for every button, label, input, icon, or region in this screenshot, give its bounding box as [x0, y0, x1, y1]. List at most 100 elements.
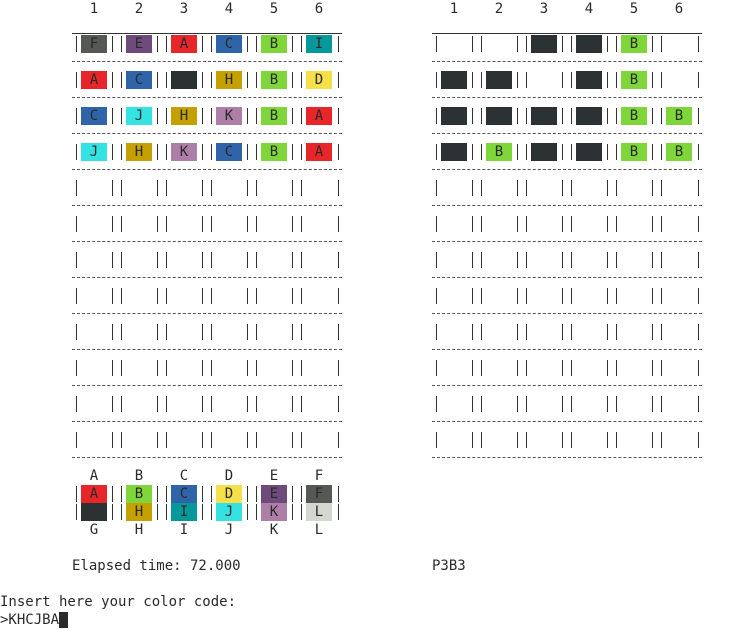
cell-border: [562, 108, 563, 124]
cell-border: [338, 288, 339, 304]
cell-border: [571, 180, 572, 196]
cell-border: [301, 108, 302, 124]
row-separator: [432, 61, 702, 62]
cell-border: [121, 252, 122, 268]
cell-border: [517, 432, 518, 448]
cell-border: [166, 252, 167, 268]
cell-border: [436, 108, 437, 124]
cell-border: [562, 432, 563, 448]
feedback-peg: [531, 107, 557, 125]
cell-border: [247, 504, 248, 520]
cell-border: [211, 486, 212, 502]
cell-border: [247, 180, 248, 196]
cell-border: [436, 180, 437, 196]
guess-peg: E: [126, 35, 152, 53]
cell-border: [338, 396, 339, 412]
cell-border: [256, 36, 257, 52]
cell-border: [121, 360, 122, 376]
cell-border: [607, 432, 608, 448]
code-input-line[interactable]: >KHCJBA: [0, 611, 69, 629]
cell-border: [76, 432, 77, 448]
row-separator: [72, 61, 342, 62]
column-header: 5: [269, 1, 279, 17]
cell-border: [698, 396, 699, 412]
cell-border: [698, 108, 699, 124]
cell-border: [301, 486, 302, 502]
cell-border: [121, 72, 122, 88]
cell-border: [157, 36, 158, 52]
cell-border: [202, 252, 203, 268]
cell-border: [517, 144, 518, 160]
cell-border: [202, 216, 203, 232]
guess-peg: H: [216, 71, 242, 89]
guess-peg: J: [126, 107, 152, 125]
feedback-peg: B: [666, 143, 692, 161]
cell-border: [481, 396, 482, 412]
cell-border: [121, 324, 122, 340]
cell-border: [112, 360, 113, 376]
row-separator: [432, 349, 702, 350]
cell-border: [652, 432, 653, 448]
cell-border: [301, 324, 302, 340]
cell-border: [338, 36, 339, 52]
cell-border: [112, 36, 113, 52]
row-separator: [432, 205, 702, 206]
cell-border: [211, 432, 212, 448]
cell-border: [157, 486, 158, 502]
cell-border: [616, 288, 617, 304]
cell-border: [338, 72, 339, 88]
cell-border: [526, 108, 527, 124]
column-header: 3: [179, 1, 189, 17]
cell-border: [292, 360, 293, 376]
palette-swatch: L: [306, 503, 332, 521]
column-header: 6: [674, 1, 684, 17]
cell-border: [247, 432, 248, 448]
elapsed-time: Elapsed time: 72.000: [72, 558, 241, 574]
palette-label: H: [134, 522, 144, 538]
guess-peg: B: [261, 71, 287, 89]
code-input[interactable]: >KHCJBA: [0, 612, 60, 628]
cell-border: [698, 180, 699, 196]
cell-border: [256, 252, 257, 268]
feedback-peg: B: [486, 143, 512, 161]
guess-peg: A: [81, 71, 107, 89]
cell-border: [472, 432, 473, 448]
cell-border: [698, 72, 699, 88]
cell-border: [562, 72, 563, 88]
cell-border: [292, 252, 293, 268]
cell-border: [481, 180, 482, 196]
palette-label: E: [269, 468, 279, 484]
feedback-peg: [576, 35, 602, 53]
cell-border: [157, 72, 158, 88]
palette-swatch: F: [306, 485, 332, 503]
cell-border: [157, 432, 158, 448]
cell-border: [157, 324, 158, 340]
cell-border: [292, 486, 293, 502]
cell-border: [166, 324, 167, 340]
row-separator: [432, 457, 702, 458]
cell-border: [76, 252, 77, 268]
cell-border: [517, 180, 518, 196]
cell-border: [517, 360, 518, 376]
cell-border: [157, 108, 158, 124]
cell-border: [211, 396, 212, 412]
feedback-peg: [486, 71, 512, 89]
cell-border: [256, 396, 257, 412]
cell-border: [112, 504, 113, 520]
cell-border: [652, 72, 653, 88]
guess-peg: A: [306, 143, 332, 161]
cell-border: [166, 288, 167, 304]
cell-border: [211, 216, 212, 232]
cell-border: [661, 288, 662, 304]
cell-border: [76, 108, 77, 124]
row-separator: [72, 421, 342, 422]
cell-border: [157, 360, 158, 376]
cell-border: [661, 324, 662, 340]
cell-border: [607, 360, 608, 376]
cell-border: [436, 72, 437, 88]
cell-border: [247, 108, 248, 124]
cell-border: [562, 288, 563, 304]
prompt-label: Insert here your color code:: [0, 594, 237, 610]
cell-border: [616, 252, 617, 268]
palette-swatch: H: [126, 503, 152, 521]
